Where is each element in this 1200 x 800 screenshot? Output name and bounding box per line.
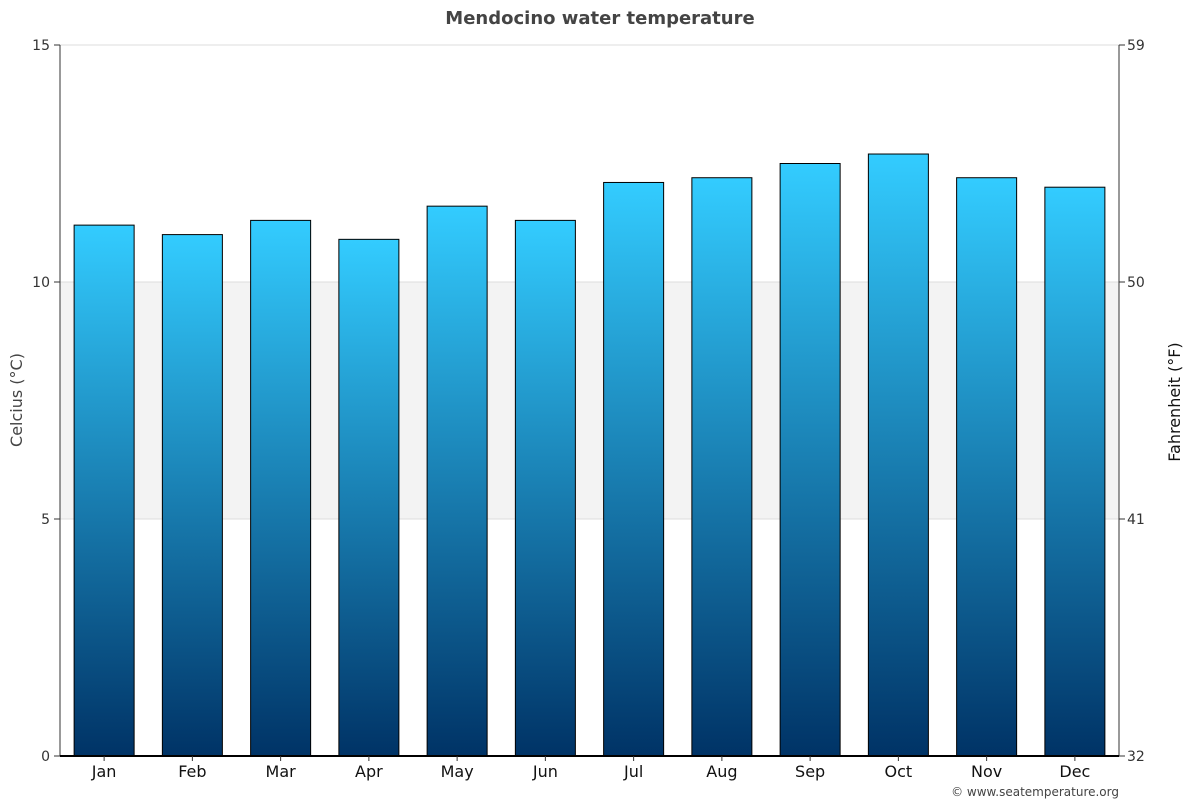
bar-nov (956, 177, 1018, 757)
right-y-ticks: 32 41 50 59 (1119, 38, 1145, 765)
bar-aug (691, 177, 753, 757)
x-tick-label-feb: Feb (178, 762, 206, 781)
x-tick-label-oct: Oct (885, 762, 913, 781)
left-y-ticks: 0 5 10 15 (32, 38, 60, 765)
right-tick-label: 59 (1127, 38, 1145, 54)
y-axis-label-left: Celcius (°C) (7, 353, 26, 447)
right-tick-label: 32 (1127, 749, 1145, 765)
x-tick-label-may: May (441, 762, 474, 781)
bar-mar (250, 219, 312, 757)
bar-jul (603, 181, 665, 757)
bar-jan (73, 224, 135, 757)
left-tick-label: 5 (41, 512, 50, 528)
y-axis-label-right: Fahrenheit (°F) (1165, 342, 1184, 461)
bar-dec (1044, 186, 1106, 757)
x-tick-label-jan: Jan (91, 762, 117, 781)
right-tick-label: 50 (1127, 275, 1145, 291)
shaded-band (60, 282, 1119, 519)
x-tick-label-dec: Dec (1059, 762, 1090, 781)
gridlines (60, 44, 1119, 520)
left-tick-label: 10 (32, 275, 50, 291)
chart-title: Mendocino water temperature (445, 8, 754, 29)
left-tick-label: 15 (32, 38, 50, 54)
bar-oct (867, 153, 929, 757)
x-tick-label-sep: Sep (795, 762, 825, 781)
bars (73, 153, 1106, 757)
credit-text: © www.seatemperature.org (951, 785, 1119, 799)
bar-jun (514, 219, 576, 757)
x-tick-label-jul: Jul (623, 762, 643, 781)
x-tick-label-apr: Apr (355, 762, 383, 781)
x-tick-label-aug: Aug (706, 762, 737, 781)
left-tick-label: 0 (41, 749, 50, 765)
bar-sep (779, 163, 841, 757)
x-tick-labels: Jan Feb Mar Apr May Jun Jul Aug Sep Oct Nov Dec (91, 756, 1090, 781)
bar-may (426, 205, 488, 757)
bar-feb (161, 234, 223, 757)
x-tick-label-mar: Mar (266, 762, 297, 781)
x-tick-label-nov: Nov (971, 762, 1002, 781)
right-tick-label: 41 (1127, 512, 1145, 528)
x-tick-label-jun: Jun (532, 762, 558, 781)
bar-apr (338, 238, 400, 757)
